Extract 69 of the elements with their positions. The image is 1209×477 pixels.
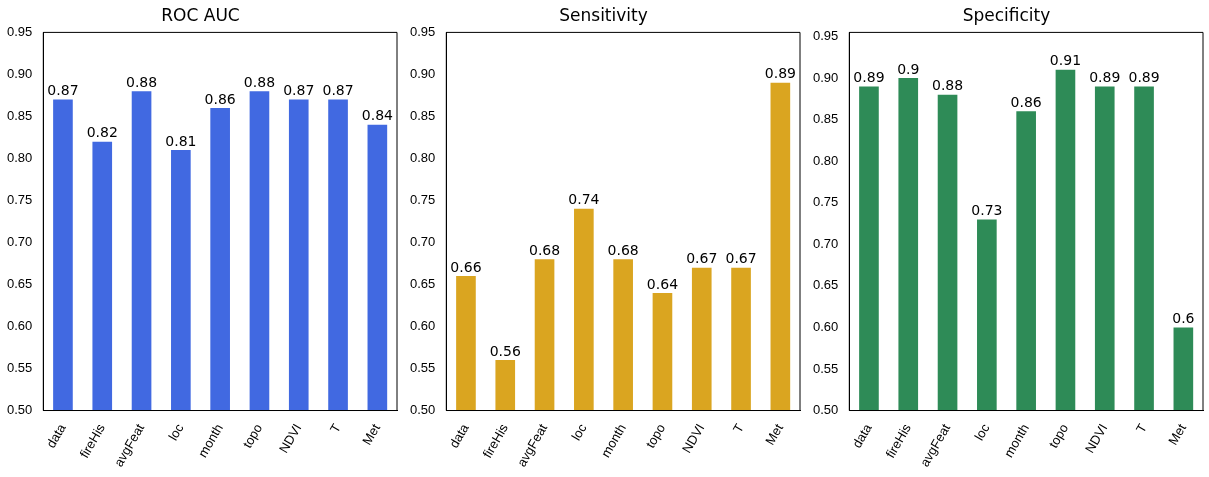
data-label: 0.73: [971, 202, 1003, 219]
y-tick-label: 0.65: [409, 276, 436, 292]
data-label: 0.87: [47, 82, 79, 99]
y-tick-label: 0.95: [409, 23, 436, 39]
x-tick-label: loc: [568, 420, 590, 444]
y-tick-label: 0.60: [6, 318, 33, 334]
data-label: 0.9: [897, 60, 920, 77]
data-label: 0.82: [86, 124, 118, 141]
y-tick-label: 0.95: [812, 28, 839, 44]
y-tick-label: 0.65: [812, 277, 839, 293]
y-tick-label: 0.55: [6, 360, 33, 376]
data-label: 0.88: [931, 77, 964, 94]
data-label: 0.88: [243, 73, 276, 90]
data-label: 0.91: [1049, 52, 1082, 69]
y-tick-label: 0.75: [409, 192, 436, 208]
data-label: 0.87: [283, 82, 315, 99]
y-tick-label: 0.90: [6, 65, 33, 81]
data-label: 0.89: [1089, 69, 1121, 86]
chart-title: Sensitivity: [559, 4, 648, 25]
data-label: 0.66: [450, 258, 482, 275]
data-label: 0.64: [646, 275, 679, 292]
y-tick-label: 0.50: [6, 402, 33, 418]
data-label: 0.74: [568, 191, 600, 208]
y-tick-label: 0.80: [812, 152, 839, 168]
x-tick-label: T: [729, 421, 747, 436]
y-tick-label: 0.60: [409, 318, 436, 334]
data-label: 0.81: [165, 132, 197, 149]
y-tick-label: 0.90: [812, 69, 839, 85]
y-tick-label: 0.70: [409, 234, 436, 250]
data-label: 0.84: [361, 107, 394, 124]
data-label: 0.86: [204, 90, 236, 107]
y-tick-label: 0.85: [812, 111, 839, 127]
chart-title: ROC AUC: [161, 4, 240, 25]
data-label: 0.67: [686, 250, 718, 267]
data-label: 0.6: [1172, 310, 1195, 327]
data-label: 0.56: [489, 342, 521, 359]
x-tick-label: T: [1132, 421, 1150, 436]
data-label: 0.89: [764, 65, 796, 82]
y-tick-label: 0.80: [409, 150, 436, 166]
y-tick-label: 0.75: [812, 194, 839, 210]
data-label: 0.68: [528, 241, 561, 258]
data-label: 0.88: [125, 73, 158, 90]
y-tick-label: 0.80: [6, 150, 33, 166]
x-tick-label: T: [326, 421, 344, 436]
data-label: 0.87: [322, 82, 354, 99]
y-tick-label: 0.85: [6, 108, 33, 123]
data-label: 0.89: [853, 69, 885, 86]
y-tick-label: 0.85: [409, 108, 436, 123]
y-tick-label: 0.60: [812, 319, 839, 334]
y-tick-label: 0.75: [6, 192, 33, 208]
x-tick-label: Met: [762, 420, 787, 448]
x-tick-label: Met: [1165, 420, 1190, 448]
data-label: 0.68: [607, 241, 639, 258]
x-tick-label: loc: [165, 420, 187, 444]
y-tick-label: 0.50: [812, 402, 839, 418]
y-tick-label: 0.65: [6, 276, 33, 292]
y-tick-label: 0.90: [409, 65, 436, 81]
x-tick-label: Met: [359, 420, 384, 448]
y-tick-label: 0.55: [409, 360, 436, 376]
y-tick-label: 0.55: [812, 360, 839, 376]
y-tick-label: 0.70: [812, 235, 839, 251]
y-tick-label: 0.50: [409, 402, 436, 418]
data-label: 0.86: [1010, 93, 1042, 110]
data-label: 0.67: [725, 250, 757, 267]
x-tick-label: loc: [971, 420, 993, 444]
y-tick-label: 0.95: [6, 23, 33, 39]
data-label: 0.89: [1128, 69, 1160, 86]
chart-title: Specificity: [962, 4, 1051, 25]
y-tick-label: 0.70: [6, 234, 33, 250]
